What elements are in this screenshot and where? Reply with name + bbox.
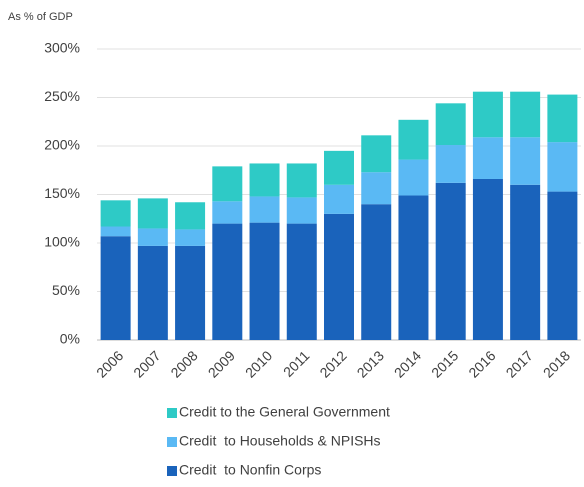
legend-swatch <box>167 466 177 476</box>
bar-segment <box>547 191 578 340</box>
legend-label: Credit to Nonfin Corps <box>179 462 321 478</box>
x-tick-label: 2006 <box>93 347 126 380</box>
bar-segment <box>510 137 541 185</box>
bar-segment <box>472 178 503 340</box>
y-tick-label: 200% <box>44 137 80 153</box>
legend-swatch <box>167 437 177 447</box>
bar-segment <box>286 223 317 340</box>
x-tick-label: 2018 <box>540 347 573 380</box>
bar-segment <box>137 198 168 229</box>
bar-segment <box>324 150 354 185</box>
x-tick-label: 2011 <box>280 347 313 380</box>
bar-segment <box>472 137 503 179</box>
y-tick-label: 0% <box>60 331 80 347</box>
x-tick-label: 2010 <box>242 347 275 380</box>
bar-segment <box>510 184 541 340</box>
bar-segment <box>175 229 206 246</box>
x-tick-label: 2015 <box>428 347 461 380</box>
bar-segment <box>435 182 466 340</box>
bar-segment <box>100 226 131 237</box>
bar-segment <box>547 142 578 192</box>
bar-segment <box>100 200 131 227</box>
y-tick-label: 150% <box>44 185 80 201</box>
bar-segment <box>324 184 354 214</box>
bar-segment <box>100 236 131 340</box>
y-tick-label: 250% <box>44 88 80 104</box>
bar-segment <box>398 119 429 160</box>
bar-segment <box>510 91 541 138</box>
x-tick-label: 2013 <box>354 347 387 380</box>
x-tick-label: 2009 <box>205 347 238 380</box>
legend-label: Credit to Households & NPISHs <box>179 433 381 449</box>
bar-segment <box>249 196 280 223</box>
legend-swatch <box>167 408 177 418</box>
bar-segment <box>361 204 392 340</box>
bar-segment <box>286 163 317 198</box>
x-tick-label: 2016 <box>465 347 498 380</box>
x-tick-label: 2007 <box>130 347 163 380</box>
bar-segment <box>435 145 466 183</box>
y-tick-label: 50% <box>52 282 80 298</box>
x-tick-label: 2014 <box>391 347 424 380</box>
bar-segment <box>175 202 206 230</box>
bar-segment <box>137 228 168 246</box>
x-tick-label: 2008 <box>167 347 200 380</box>
bar-segment <box>435 103 466 146</box>
legend-label: Credit to the General Government <box>179 404 390 420</box>
bar-segment <box>398 195 429 340</box>
bar-segment <box>137 245 168 340</box>
bar-segment <box>361 172 392 205</box>
bar-segment <box>249 222 280 340</box>
bar-segment <box>212 223 243 340</box>
bar-segment <box>249 163 280 197</box>
bar-segment <box>547 94 578 143</box>
x-tick-label: 2017 <box>503 347 536 380</box>
bar-segment <box>212 166 243 202</box>
y-tick-label: 300% <box>44 40 80 56</box>
bar-segment <box>398 159 429 196</box>
bar-segment <box>286 197 317 224</box>
bar-segment <box>324 213 354 340</box>
chart-subtitle: As % of GDP <box>8 11 73 23</box>
bar-segment <box>212 201 243 224</box>
x-tick-label: 2012 <box>316 347 349 380</box>
bar-segment <box>175 245 206 340</box>
bar-segment <box>361 135 392 173</box>
y-tick-label: 100% <box>44 234 80 250</box>
bar-segment <box>472 91 503 138</box>
